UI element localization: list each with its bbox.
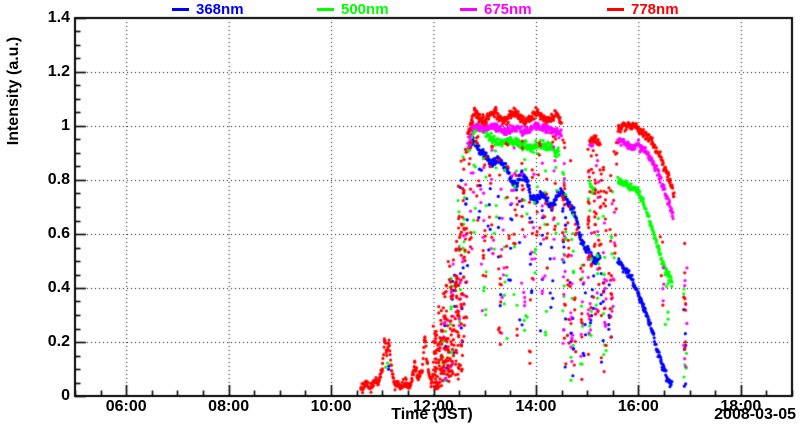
legend-item-778nm: 778nm xyxy=(607,0,679,18)
x-tick-label: 06:00 xyxy=(105,398,147,415)
x-tick-label: 08:00 xyxy=(208,398,250,415)
y-tick-label: 0.4 xyxy=(47,279,70,296)
x-tick-label: 12:00 xyxy=(413,398,454,415)
y-tick-label: 0.6 xyxy=(47,225,70,242)
legend-swatch-500nm xyxy=(317,7,334,11)
legend-swatch-675nm xyxy=(460,7,477,11)
x-tick-label: 14:00 xyxy=(515,398,557,415)
x-tick-label: 18:00 xyxy=(720,398,762,415)
x-axis-title: Time (JST) xyxy=(391,406,473,423)
y-tick-label: 0 xyxy=(61,387,70,404)
legend-item-500nm: 500nm xyxy=(317,0,389,18)
legend-swatch-368nm xyxy=(172,7,189,11)
legend-label-675nm: 675nm xyxy=(484,0,532,18)
y-axis-title: Intensity (a.u.) xyxy=(5,36,22,146)
x-tick-label: 16:00 xyxy=(617,398,659,415)
y-tick-label: 1.4 xyxy=(47,9,70,26)
date-annotation: 2008-03-05 xyxy=(714,406,796,423)
y-tick-label: 0.8 xyxy=(47,171,70,188)
x-tick-label: 10:00 xyxy=(310,398,352,415)
legend-label-500nm: 500nm xyxy=(341,0,389,18)
legend-label-368nm: 368nm xyxy=(196,0,244,18)
legend-item-675nm: 675nm xyxy=(460,0,532,18)
legend-label-778nm: 778nm xyxy=(631,0,679,18)
y-tick-label: 1 xyxy=(61,117,70,134)
y-tick-label: 1.2 xyxy=(47,63,70,80)
y-tick-label: 0.2 xyxy=(47,333,70,350)
legend-swatch-778nm xyxy=(607,7,624,11)
legend-item-368nm: 368nm xyxy=(172,0,244,18)
